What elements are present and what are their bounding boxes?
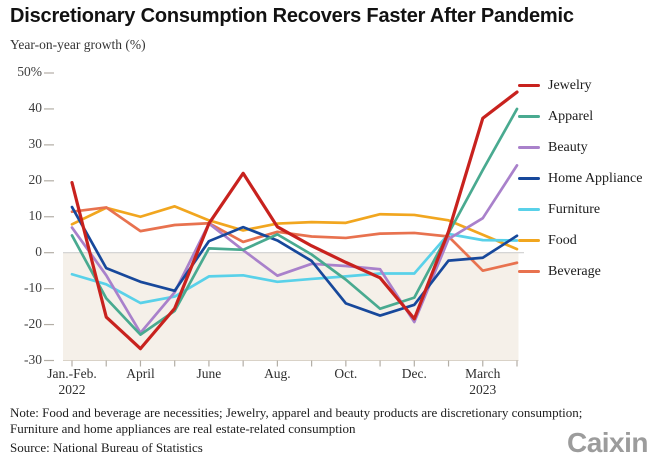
legend-label: Apparel <box>548 108 594 124</box>
legend-swatch <box>518 176 540 181</box>
legend-swatch <box>518 114 540 119</box>
x-axis-label: March 2023 <box>465 366 501 397</box>
series-line-home-appliance <box>70 205 519 317</box>
series-line-beauty <box>70 164 519 335</box>
legend-swatch <box>518 269 540 274</box>
x-axis-label: April <box>126 366 155 381</box>
x-axis-label: Dec. <box>401 366 427 381</box>
legend-item-food: Food <box>518 225 642 256</box>
y-axis-label: 10 <box>28 207 43 223</box>
x-axis-label: June <box>196 366 222 381</box>
y-axis-label: 40 <box>28 99 43 115</box>
below-zero-shading <box>63 252 519 361</box>
y-axis-label: -20 <box>24 315 42 331</box>
legend: Jewelry Apparel Beauty Home Appliance Furnit… <box>518 70 642 287</box>
legend-label: Home Appliance <box>548 170 643 186</box>
plot-area <box>44 72 524 367</box>
legend-swatch <box>518 207 540 212</box>
x-axis-label: Jan.-Feb. 2022 <box>47 366 97 397</box>
legend-label: Jewelry <box>548 77 592 93</box>
source-line: Source: National Bureau of Statistics <box>10 440 203 455</box>
legend-label: Furniture <box>548 201 601 217</box>
series-line-jewelry <box>70 90 519 351</box>
series-line-furniture <box>70 232 519 305</box>
y-axis-label: -30 <box>24 351 42 367</box>
x-axis-label: Aug. <box>264 366 291 381</box>
y-axis-label: 30 <box>28 135 43 151</box>
y-axis-unit-label: Year-on-year growth (%) <box>10 37 146 52</box>
legend-label: Beauty <box>548 139 588 155</box>
y-axis-label: 50% <box>17 64 42 79</box>
y-axis-label: 20 <box>28 171 43 187</box>
footnote: Note: Food and beverage are necessities;… <box>10 405 583 436</box>
x-axis-label: Oct. <box>334 366 358 381</box>
legend-label: Food <box>548 232 577 248</box>
y-axis-label: -10 <box>24 279 42 295</box>
legend-label: Beverage <box>548 263 601 279</box>
legend-swatch <box>518 83 540 88</box>
legend-item-furniture: Furniture <box>518 194 642 225</box>
legend-swatch <box>518 145 540 150</box>
legend-item-home-appliance: Home Appliance <box>518 163 642 194</box>
legend-item-jewelry: Jewelry <box>518 70 642 101</box>
legend-item-apparel: Apparel <box>518 101 642 132</box>
series-line-beverage <box>70 206 519 273</box>
legend-item-beverage: Beverage <box>518 256 642 287</box>
legend-swatch <box>518 238 540 243</box>
legend-item-beauty: Beauty <box>518 132 642 163</box>
page-title: Discretionary Consumption Recovers Faste… <box>10 5 574 27</box>
caixin-logo: Caixin <box>566 427 649 458</box>
series-line-food <box>70 204 519 251</box>
y-axis-label: 0 <box>35 243 42 259</box>
